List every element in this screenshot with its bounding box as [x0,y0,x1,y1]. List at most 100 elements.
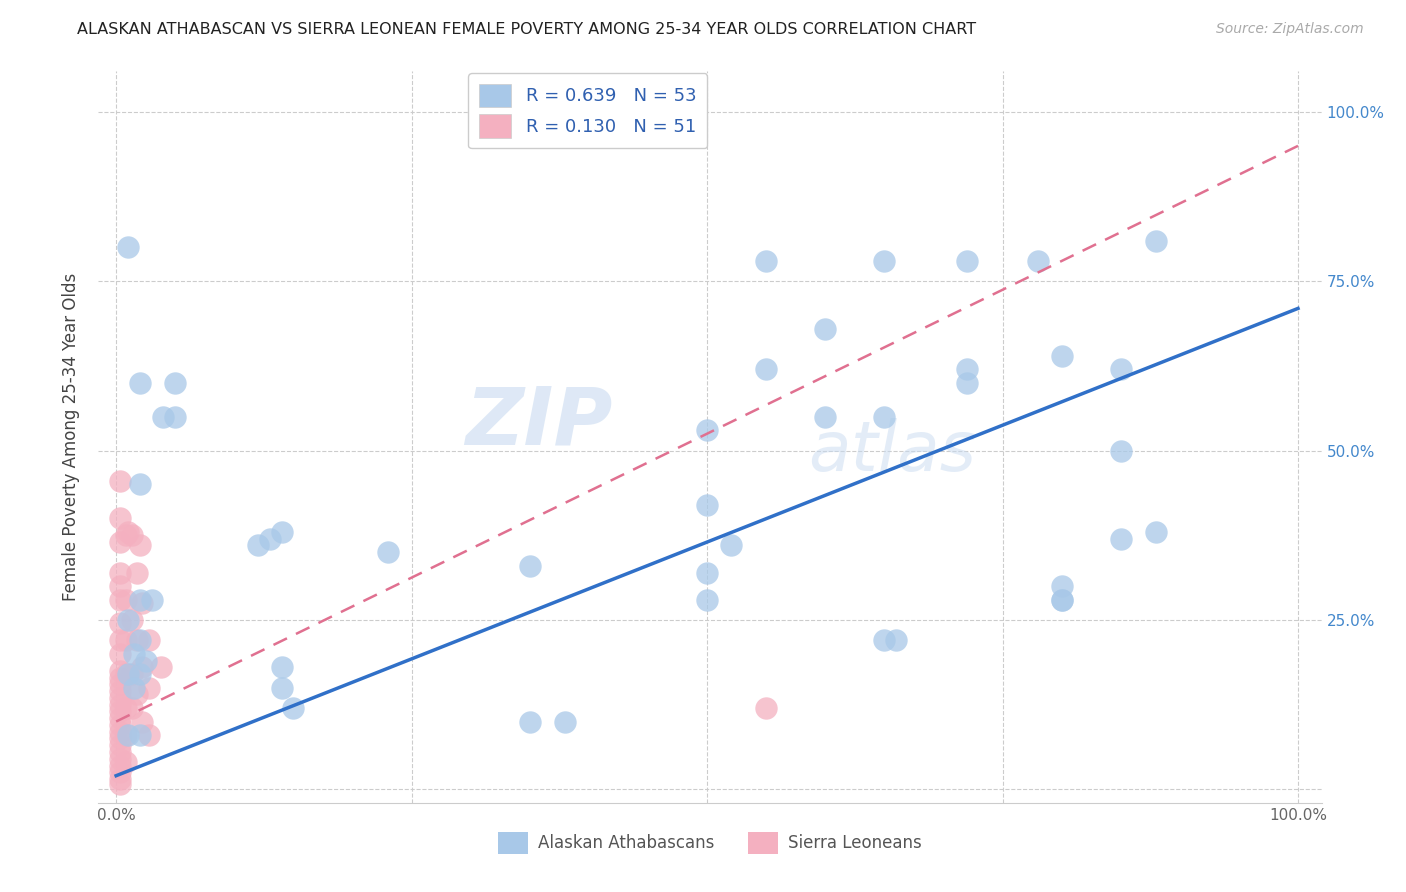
Point [108,698,131,712]
Point [1144,524,1167,539]
Point [108,690,131,705]
Point [141,592,163,607]
Point [108,579,131,593]
Point [956,362,979,376]
Point [165,376,187,390]
Text: atlas: atlas [808,418,976,485]
Point [108,705,131,719]
Point [108,677,131,691]
Point [956,254,979,268]
Point [884,633,907,648]
Point [122,681,145,695]
Point [1050,592,1073,607]
Point [755,362,778,376]
Point [152,409,174,424]
Point [108,671,131,685]
Point [108,772,131,786]
Point [108,647,131,661]
Point [108,758,131,772]
Point [127,688,149,702]
Point [114,592,136,607]
Point [117,667,139,681]
Text: ZIP: ZIP [465,384,612,461]
Point [873,409,896,424]
Point [1144,234,1167,248]
Point [873,254,896,268]
Point [138,728,160,742]
Legend: Alaskan Athabascans, Sierra Leoneans: Alaskan Athabascans, Sierra Leoneans [492,826,928,860]
Point [114,528,136,542]
Point [108,592,131,607]
Point [128,538,150,552]
Point [696,423,718,437]
Point [128,728,150,742]
Point [127,566,149,580]
Point [1109,362,1132,376]
Point [128,477,150,491]
Point [696,566,718,580]
Point [108,752,131,766]
Point [108,633,131,648]
Point [720,538,742,552]
Point [270,524,292,539]
Point [108,474,131,488]
Point [1050,349,1073,363]
Point [108,616,131,631]
Point [114,701,136,715]
Point [270,660,292,674]
Point [283,701,305,715]
Point [128,376,150,390]
Point [1050,592,1073,607]
Point [108,684,131,698]
Point [121,667,143,681]
Point [377,545,399,559]
Point [165,409,187,424]
Point [108,724,131,739]
Point [270,681,292,695]
Point [114,667,136,681]
Point [114,755,136,769]
Text: Source: ZipAtlas.com: Source: ZipAtlas.com [1216,22,1364,37]
Point [127,633,149,648]
Point [259,532,281,546]
Point [108,731,131,746]
Point [519,714,541,729]
Point [114,633,136,648]
Point [108,535,131,549]
Point [1109,443,1132,458]
Point [117,728,139,742]
Point [1026,254,1049,268]
Point [121,701,143,715]
Point [135,654,157,668]
Point [108,664,131,678]
Point [814,409,837,424]
Point [108,566,131,580]
Point [114,728,136,742]
Point [108,511,131,525]
Point [117,524,139,539]
Point [246,538,269,552]
Point [1050,579,1073,593]
Point [117,240,139,254]
Point [108,711,131,725]
Point [122,647,145,661]
Point [121,613,143,627]
Point [131,596,153,610]
Point [1109,532,1132,546]
Point [108,745,131,759]
Point [519,558,541,573]
Point [128,592,150,607]
Point [108,777,131,791]
Point [956,376,979,390]
Point [138,681,160,695]
Point [138,633,160,648]
Point [131,714,153,729]
Point [108,738,131,752]
Point [755,701,778,715]
Point [128,667,150,681]
Text: ALASKAN ATHABASCAN VS SIERRA LEONEAN FEMALE POVERTY AMONG 25-34 YEAR OLDS CORREL: ALASKAN ATHABASCAN VS SIERRA LEONEAN FEM… [77,22,976,37]
Point [108,718,131,732]
Point [117,613,139,627]
Point [873,633,896,648]
Point [150,660,173,674]
